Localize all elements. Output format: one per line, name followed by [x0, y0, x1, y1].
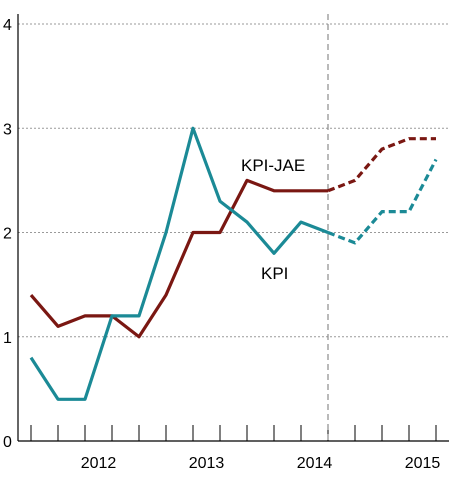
y-tick-label: 2 — [3, 226, 12, 243]
x-year-label: 2014 — [297, 455, 333, 472]
x-year-label: 2012 — [81, 455, 117, 472]
series-forecast-line-kpi-jae — [327, 137, 436, 193]
series-forecast-line-kpi — [327, 158, 438, 245]
y-tick-label: 1 — [3, 330, 12, 347]
x-year-label: 2013 — [189, 455, 225, 472]
grid-lines — [18, 23, 449, 338]
series-label-kpi-jae: KPI-JAE — [241, 156, 305, 175]
x-year-label: 2015 — [405, 455, 441, 472]
series-line-kpi — [29, 126, 329, 401]
series-line-kpi-jae — [29, 178, 328, 339]
x-axis: 2012 2013 2014 2015 — [18, 425, 449, 472]
y-axis: 0 1 2 3 4 — [3, 14, 19, 451]
series-group — [29, 126, 438, 401]
y-tick-label: 3 — [3, 121, 12, 138]
series-label-kpi: KPI — [261, 264, 288, 283]
y-tick-label: 4 — [3, 17, 12, 34]
y-tick-label: 0 — [3, 434, 12, 451]
